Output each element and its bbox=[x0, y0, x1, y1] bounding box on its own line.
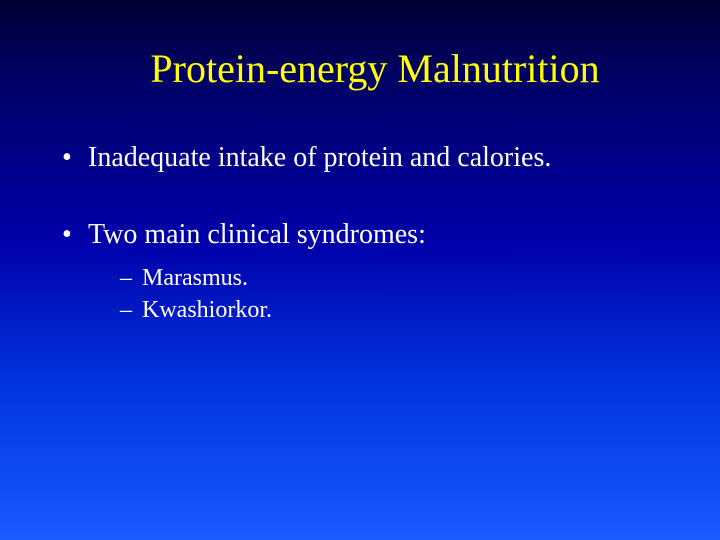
sub-item: Kwashiorkor. bbox=[120, 294, 680, 326]
bullet-item: Two main clinical syndromes: Marasmus. K… bbox=[58, 217, 680, 327]
sub-item: Marasmus. bbox=[120, 262, 680, 294]
sub-list: Marasmus. Kwashiorkor. bbox=[88, 262, 680, 327]
slide-title: Protein-energy Malnutrition bbox=[40, 45, 680, 92]
slide: Protein-energy Malnutrition Inadequate i… bbox=[0, 0, 720, 540]
bullet-text: Two main clinical syndromes: bbox=[88, 219, 426, 250]
bullet-item: Inadequate intake of protein and calorie… bbox=[58, 140, 680, 175]
bullet-list: Inadequate intake of protein and calorie… bbox=[40, 140, 680, 327]
